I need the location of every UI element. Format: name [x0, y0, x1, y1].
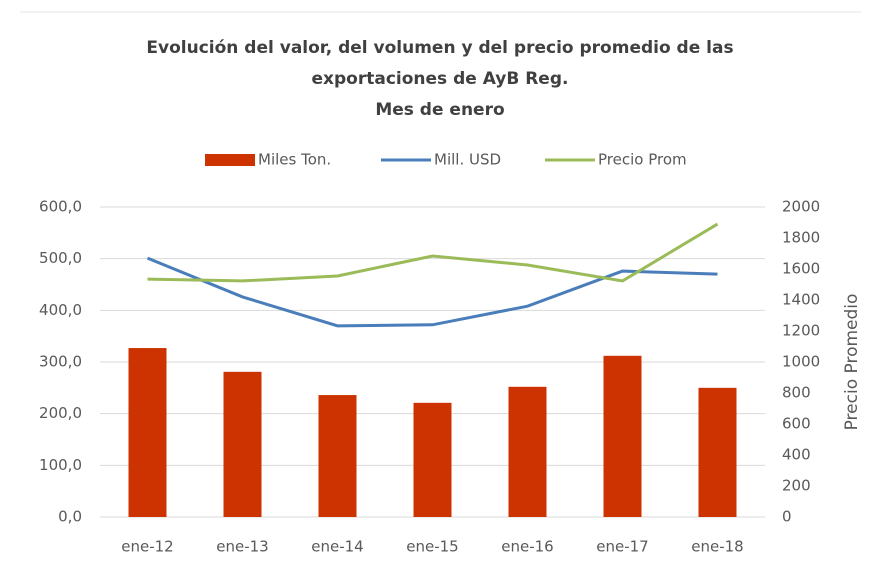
bar — [318, 395, 357, 517]
y2-tick-label: 200 — [782, 477, 811, 495]
y2-tick-label: 800 — [782, 384, 811, 402]
y2-tick-label: 1600 — [782, 260, 820, 278]
y-tick-label: 500,0 — [39, 249, 82, 267]
bar — [128, 348, 167, 517]
line — [147, 222, 719, 283]
chart-title: Evolución del valor, del volumen y del p… — [146, 38, 733, 58]
y-tick-label: 400,0 — [39, 301, 82, 319]
y2-tick-label: 1800 — [782, 229, 820, 247]
x-tick-label: ene-13 — [216, 538, 268, 556]
y2-tick-label: 1400 — [782, 291, 820, 309]
x-tick-label: ene-12 — [121, 538, 173, 556]
y2-axis-label: Precio Promedio — [842, 294, 862, 431]
x-tick-label: ene-17 — [596, 538, 648, 556]
bar — [223, 371, 262, 517]
y-tick-label: 600,0 — [39, 198, 82, 216]
y-tick-label: 300,0 — [39, 353, 82, 371]
y-tick-label: 0,0 — [58, 508, 82, 526]
y2-tick-label: 400 — [782, 446, 811, 464]
y2-tick-label: 1000 — [782, 353, 820, 371]
chart-title: Mes de enero — [375, 100, 504, 120]
bar — [413, 402, 452, 517]
y2-tick-label: 600 — [782, 415, 811, 433]
line — [146, 256, 718, 328]
x-tick-label: ene-14 — [311, 538, 363, 556]
legend-label: Mill. USD — [434, 151, 501, 169]
bar — [603, 355, 642, 517]
legend-label: Miles Ton. — [258, 151, 331, 169]
chart-title: exportaciones de AyB Reg. — [312, 69, 569, 89]
x-tick-label: ene-18 — [691, 538, 743, 556]
legend-label: Precio Prom — [598, 151, 687, 169]
y2-tick-label: 0 — [782, 508, 792, 526]
x-tick-label: ene-15 — [406, 538, 458, 556]
y-tick-label: 100,0 — [39, 456, 82, 474]
bar — [508, 386, 547, 517]
y2-tick-label: 2000 — [782, 198, 820, 216]
x-tick-label: ene-16 — [501, 538, 553, 556]
y-tick-label: 200,0 — [39, 404, 82, 422]
bar — [698, 387, 737, 517]
y2-tick-label: 1200 — [782, 322, 820, 340]
legend-swatch — [205, 154, 255, 166]
